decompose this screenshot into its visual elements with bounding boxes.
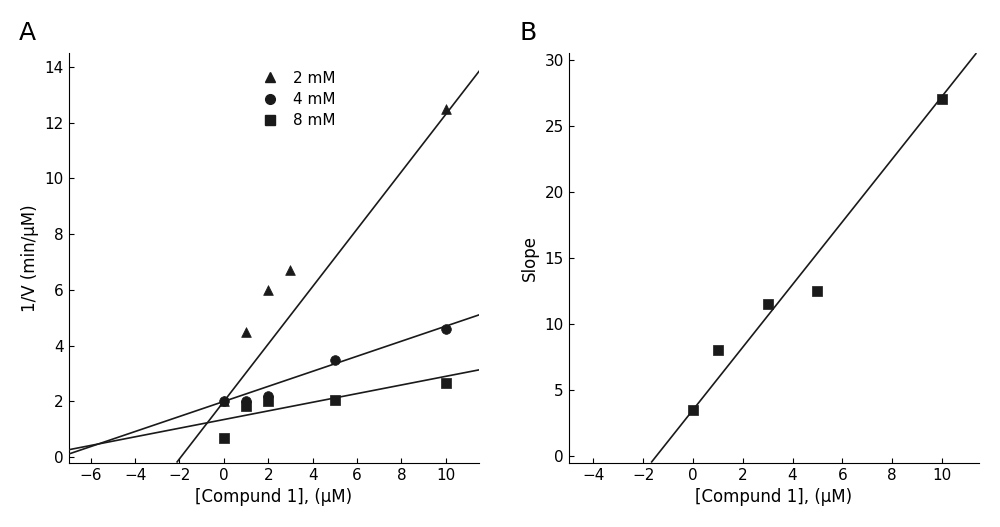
- Legend: 2 mM, 4 mM, 8 mM: 2 mM, 4 mM, 8 mM: [249, 65, 342, 134]
- Point: [934, 95, 950, 103]
- Point: [438, 104, 454, 113]
- Point: [216, 397, 232, 406]
- Point: [238, 402, 254, 410]
- Point: [685, 406, 701, 414]
- Text: B: B: [519, 21, 537, 45]
- Point: [710, 346, 726, 355]
- Point: [438, 379, 454, 387]
- Point: [238, 327, 254, 336]
- Text: A: A: [19, 21, 36, 45]
- Point: [238, 397, 254, 406]
- X-axis label: [Compund 1], (μM): [Compund 1], (μM): [195, 488, 352, 506]
- Point: [260, 397, 276, 406]
- Point: [327, 396, 343, 404]
- Point: [282, 266, 298, 275]
- Point: [260, 286, 276, 294]
- Y-axis label: Slope: Slope: [521, 235, 539, 281]
- Point: [327, 355, 343, 364]
- Point: [760, 300, 776, 308]
- Point: [216, 433, 232, 442]
- Point: [438, 325, 454, 333]
- Y-axis label: 1/V (min/μM): 1/V (min/μM): [21, 204, 39, 311]
- Point: [809, 287, 825, 295]
- X-axis label: [Compund 1], (μM): [Compund 1], (μM): [695, 488, 852, 506]
- Point: [216, 397, 232, 406]
- Point: [260, 392, 276, 400]
